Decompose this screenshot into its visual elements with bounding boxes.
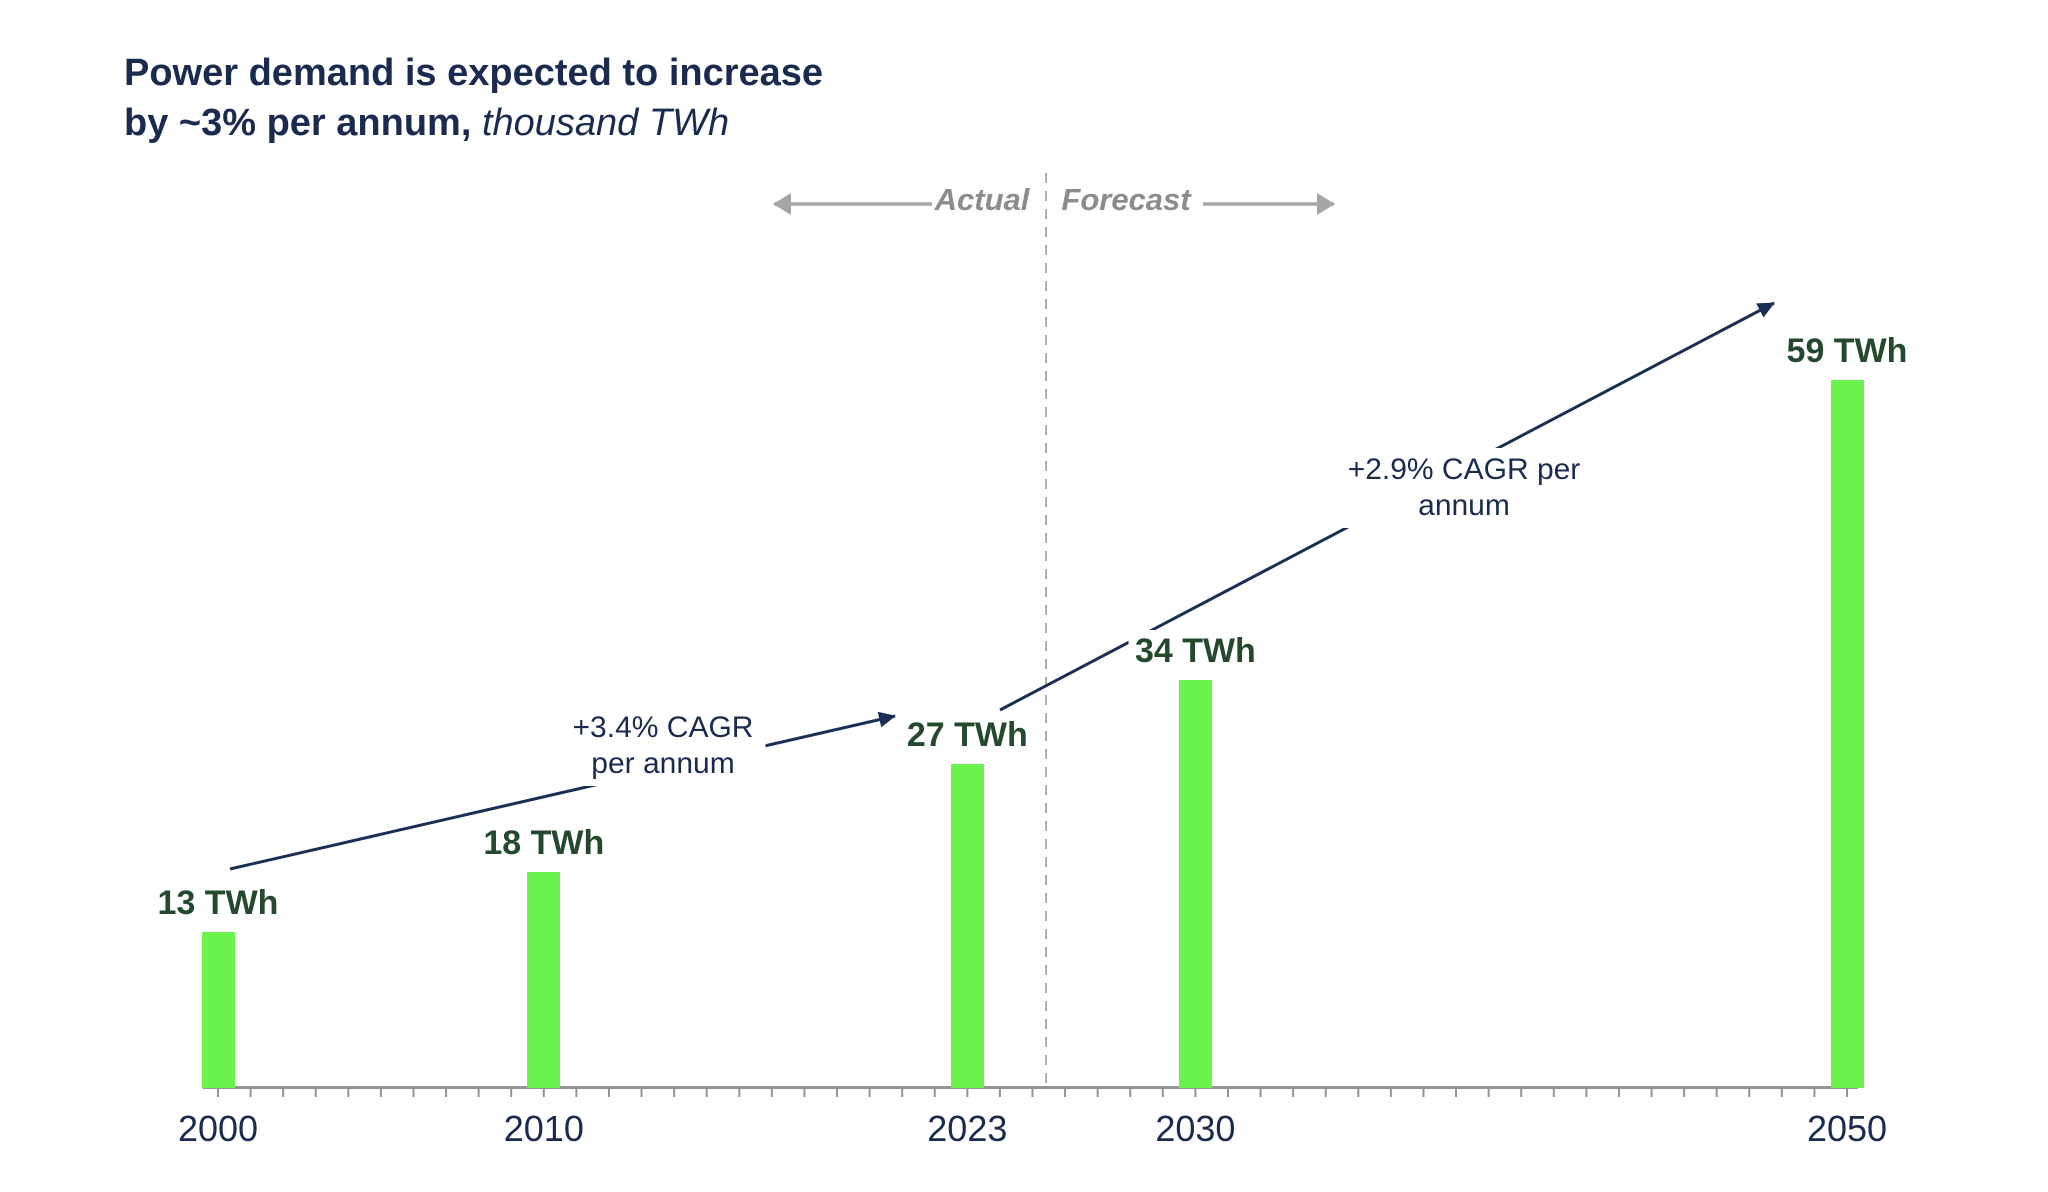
- year-label-2023: 2023: [927, 1108, 1008, 1149]
- bar-2023: [950, 764, 984, 1088]
- forecast-phase-label: Forecast: [1061, 182, 1191, 217]
- chart-title: Power demand is expected to increase by …: [124, 48, 823, 148]
- actual-cagr-note-line1: +3.4% CAGR: [572, 711, 754, 744]
- chart-title-line2: by ~3% per annum, thousand TWh: [124, 98, 823, 148]
- year-label-2050: 2050: [1806, 1108, 1888, 1149]
- actual-cagr-note-line2: per annum: [591, 747, 735, 780]
- year-label-2030: 2030: [1155, 1108, 1236, 1149]
- bar-value-label-2050: 59 TWh: [1780, 330, 1914, 373]
- chart-title-line2-bold: by ~3% per annum,: [124, 102, 472, 144]
- year-label-2000: 2000: [177, 1108, 259, 1149]
- forecast-cagr-note: +2.9% CAGR per annum: [1335, 448, 1593, 528]
- bar-value-label-2030: 34 TWh: [1128, 630, 1262, 673]
- actual-phase-label: Actual: [934, 182, 1030, 217]
- bar-value-label-2000: 13 TWh: [151, 882, 285, 925]
- chart-units-label: thousand TWh: [481, 102, 730, 144]
- forecast-cagr-note-line1: +2.9% CAGR per: [1347, 453, 1581, 486]
- bar-2010: [527, 872, 561, 1088]
- bar-2030: [1178, 680, 1212, 1088]
- bar-value-label-2023: 27 TWh: [900, 714, 1034, 757]
- bar-2050: [1830, 380, 1864, 1088]
- forecast-cagr-note-line2: annum: [1418, 489, 1510, 522]
- actual-cagr-note: +3.4% CAGR per annum: [560, 706, 766, 786]
- year-label-2010: 2010: [503, 1108, 584, 1149]
- bar-value-label-2010: 18 TWh: [477, 822, 611, 865]
- chart-title-line1: Power demand is expected to increase: [124, 52, 824, 94]
- bar-2000: [201, 932, 235, 1088]
